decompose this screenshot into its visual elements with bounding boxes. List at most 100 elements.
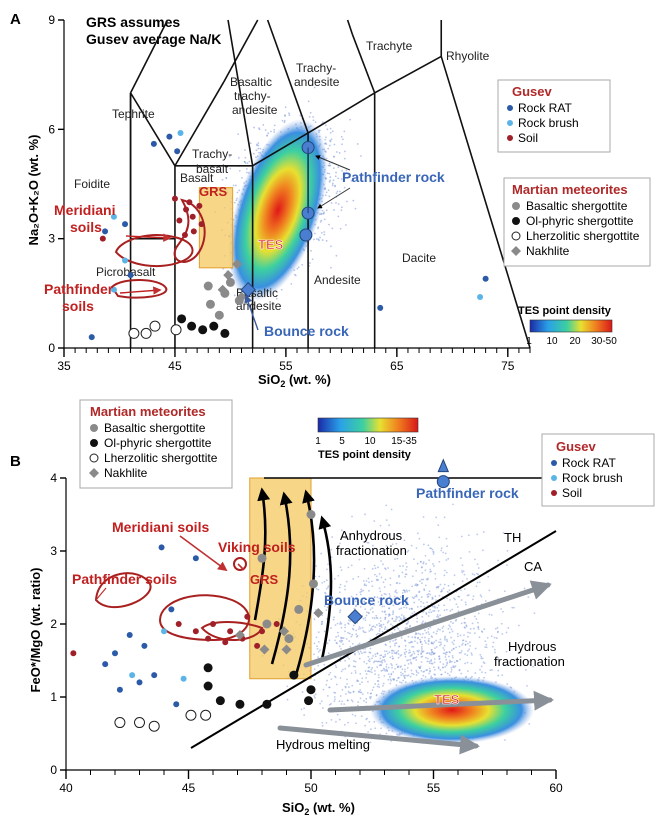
tes-point — [317, 238, 320, 241]
colorbar-b-tick-1: 1 — [315, 436, 321, 447]
tes-point — [372, 611, 374, 613]
tes-point — [436, 606, 439, 609]
tes-point — [336, 622, 339, 625]
tes-point — [439, 638, 442, 641]
tes-point — [473, 632, 476, 635]
tes-point — [395, 591, 398, 594]
tes-point — [371, 629, 374, 631]
tes-point — [459, 557, 462, 560]
tes-point — [351, 643, 354, 645]
tes-label-b: TES — [434, 692, 460, 707]
tes-point — [397, 676, 400, 679]
tes-point — [415, 674, 418, 676]
axes-a: 35 45 55 65 75 0 3 6 9 — [48, 13, 531, 373]
tes-point — [384, 653, 387, 656]
tes-point — [519, 665, 521, 668]
tes-point — [344, 667, 347, 670]
tes-point — [391, 664, 393, 667]
tes-point — [453, 661, 456, 664]
tes-point — [380, 626, 383, 628]
tes-point — [406, 627, 408, 629]
tes-point — [415, 632, 417, 634]
tes-point — [340, 703, 343, 705]
tes-point — [297, 266, 300, 269]
tes-point — [389, 656, 392, 659]
tes-point — [376, 596, 379, 599]
tes-point — [338, 718, 341, 721]
tes-point — [405, 589, 408, 592]
tas-field-labels: Foidite Tephrite Trachy- basalt Basalt P… — [74, 39, 490, 313]
tes-point — [390, 623, 392, 626]
panel-a-nakhlite-point — [236, 291, 247, 302]
tes-point — [426, 601, 428, 604]
tes-point — [463, 573, 466, 576]
tes-point — [341, 143, 343, 146]
tes-point — [458, 595, 461, 598]
tes-point — [473, 627, 475, 630]
tes-point — [463, 621, 466, 624]
panel-a-label: A — [10, 11, 21, 28]
tes-point — [394, 639, 397, 642]
tes-point — [439, 583, 442, 586]
tes-point — [461, 643, 463, 646]
tes-point — [477, 626, 480, 629]
tes-point — [267, 132, 270, 135]
tes-point — [303, 707, 306, 710]
tes-point — [383, 674, 386, 677]
tes-point — [380, 727, 382, 730]
tes-point — [448, 655, 450, 658]
tes-point — [429, 568, 432, 571]
tes-point — [491, 669, 493, 671]
ca-label: CA — [524, 559, 542, 574]
tes-point — [381, 605, 384, 608]
tes-point — [415, 659, 418, 661]
tes-point — [322, 707, 324, 709]
colorbar-a-gradient — [529, 319, 613, 333]
tes-point — [338, 640, 341, 642]
tes-point — [388, 534, 390, 536]
tes-point — [469, 644, 472, 647]
tes-point — [435, 639, 437, 642]
tes-point — [374, 727, 377, 730]
tes-point — [389, 600, 392, 603]
tes-point — [415, 569, 418, 572]
legend-a-soil-marker — [507, 135, 513, 141]
panel-b-basaltic-shergottite-point — [257, 553, 267, 563]
tes-point — [359, 691, 362, 694]
tes-point — [452, 622, 454, 624]
tes-point — [422, 670, 425, 673]
tes-point — [350, 179, 353, 182]
tes-point — [477, 573, 479, 576]
panel-b-y-tick-label: 4 — [50, 471, 57, 485]
tes-point — [420, 653, 423, 656]
tes-point — [437, 628, 440, 630]
tes-point — [355, 593, 358, 596]
tes-point — [377, 579, 380, 581]
tes-point — [381, 659, 384, 662]
tes-point — [368, 630, 371, 632]
tes-point — [386, 669, 388, 672]
tes-point — [490, 614, 493, 616]
tes-point — [385, 663, 388, 666]
tes-point — [264, 129, 267, 131]
pathfinder-soils-leader-b — [95, 587, 107, 601]
tes-point — [359, 672, 362, 675]
tes-point — [466, 635, 469, 638]
tes-point — [358, 642, 361, 645]
tes-point — [386, 621, 389, 624]
tes-point — [427, 577, 429, 580]
tes-point — [404, 627, 407, 630]
tes-point — [275, 297, 278, 300]
hydrous-melting-arrow — [277, 725, 480, 755]
th-ca-boundary-line — [190, 530, 557, 749]
tes-point — [325, 136, 327, 139]
tes-point — [460, 599, 463, 601]
tes-point — [320, 700, 323, 703]
tes-label-a: TES — [258, 237, 284, 252]
tes-point — [255, 149, 258, 152]
tes-point — [483, 628, 486, 630]
tes-point — [426, 660, 429, 663]
tes-point — [440, 547, 443, 550]
tes-point — [266, 135, 269, 137]
tes-point — [312, 116, 315, 118]
